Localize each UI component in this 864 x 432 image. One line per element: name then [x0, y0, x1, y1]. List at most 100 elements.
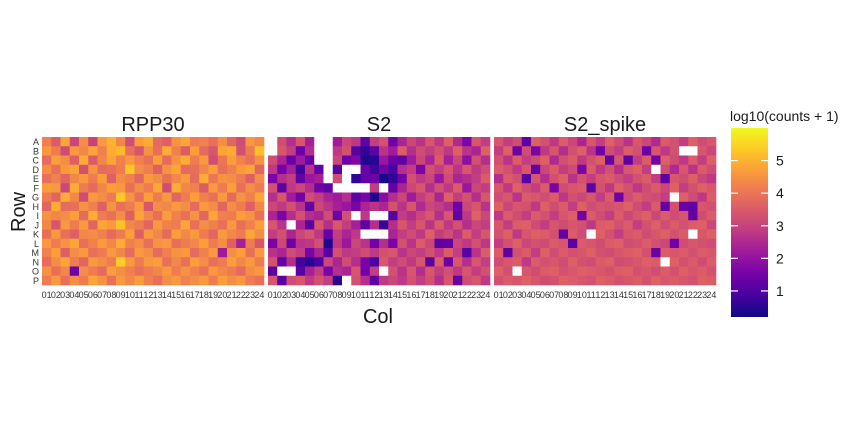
heatmap-cell — [236, 248, 246, 258]
heatmap-cell — [125, 137, 135, 147]
heatmap-cell — [162, 220, 172, 230]
x-tick-label: 07 — [549, 290, 559, 300]
heatmap-cell — [236, 266, 246, 277]
heatmap-cell — [162, 248, 172, 258]
heatmap-cell — [568, 137, 578, 147]
heatmap-cell — [60, 257, 71, 267]
heatmap-cell — [660, 155, 671, 166]
heatmap-cell — [42, 248, 52, 258]
heatmap-cell — [106, 257, 117, 267]
heatmap-cell — [134, 275, 145, 286]
heatmap-cell — [577, 220, 587, 230]
heatmap-cell — [323, 211, 334, 221]
heatmap-cell — [443, 275, 454, 286]
heatmap-cell — [323, 275, 334, 286]
heatmap-cell — [277, 211, 287, 221]
heatmap-cell — [342, 211, 352, 221]
heatmap-cell — [577, 266, 587, 277]
heatmap-cell — [512, 146, 523, 156]
heatmap-cell — [480, 248, 491, 258]
heatmap-cell — [305, 155, 315, 166]
heatmap-cell — [540, 192, 550, 203]
heatmap-cell — [286, 220, 297, 230]
heatmap-cell — [125, 146, 135, 156]
heatmap-cell — [388, 201, 398, 212]
heatmap-cell — [143, 183, 154, 193]
heatmap-cell — [208, 164, 219, 175]
heatmap-cell — [190, 174, 200, 184]
heatmap-cell — [679, 146, 689, 156]
heatmap-cell — [97, 229, 108, 240]
heatmap-cell — [605, 174, 615, 184]
heatmap-cell — [217, 211, 228, 221]
heatmap-cell — [397, 155, 408, 166]
heatmap-cell — [623, 137, 634, 147]
heatmap-cell — [586, 275, 597, 286]
heatmap-cell — [577, 211, 587, 221]
heatmap-cell — [577, 174, 587, 184]
heatmap-cell — [614, 238, 624, 249]
heatmap-cell — [388, 192, 398, 203]
heatmap-cell — [679, 220, 689, 230]
heatmap-cell — [227, 229, 237, 240]
x-tick-label: 17 — [190, 290, 200, 300]
heatmap-cell — [416, 248, 426, 258]
heatmap-cell — [369, 137, 380, 147]
heatmap-cell — [60, 220, 71, 230]
heatmap-cell — [227, 137, 237, 147]
heatmap-cell — [295, 257, 306, 267]
heatmap-cell — [531, 146, 541, 156]
heatmap-cell — [453, 211, 463, 221]
heatmap-cell — [379, 211, 389, 221]
heatmap-cell — [369, 155, 380, 166]
heatmap-cell — [217, 137, 228, 147]
heatmap-cell — [162, 275, 172, 286]
heatmap-cell — [134, 155, 145, 166]
heatmap-cell — [97, 146, 108, 156]
heatmap-cell — [651, 164, 661, 175]
heatmap-cell — [305, 201, 315, 212]
heatmap-cell — [434, 183, 445, 193]
heatmap-cell — [679, 192, 689, 203]
heatmap-cell — [116, 174, 126, 184]
heatmap-cell — [425, 275, 435, 286]
x-axis-title: Col — [363, 306, 393, 328]
heatmap-cell — [268, 137, 278, 147]
heatmap-cell — [379, 146, 389, 156]
heatmap-cell — [706, 220, 717, 230]
x-tick-label: 11 — [586, 290, 595, 300]
heatmap-cell — [199, 275, 209, 286]
heatmap-cell — [406, 146, 417, 156]
heatmap-cell — [208, 257, 219, 267]
heatmap-cell — [697, 248, 708, 258]
heatmap-cell — [568, 229, 578, 240]
heatmap-cell — [314, 164, 324, 175]
heatmap-cell — [277, 220, 287, 230]
heatmap-cell — [512, 174, 523, 184]
heatmap-cell — [632, 174, 643, 184]
heatmap-cell — [462, 201, 472, 212]
heatmap-cell — [595, 174, 606, 184]
x-tick-label: 24 — [480, 290, 490, 300]
heatmap-cell — [614, 164, 624, 175]
heatmap-cell — [586, 266, 597, 277]
heatmap-cell — [540, 248, 550, 258]
heatmap-cell — [443, 238, 454, 249]
heatmap-cell — [688, 192, 698, 203]
heatmap-cell — [632, 266, 643, 277]
heatmap-cell — [623, 146, 634, 156]
heatmap-cell — [558, 229, 569, 240]
heatmap-cell — [471, 266, 482, 277]
heatmap-cell — [595, 257, 606, 267]
heatmap-cell — [379, 266, 389, 277]
heatmap-cell — [277, 174, 287, 184]
heatmap-cell — [323, 155, 334, 166]
heatmap-cell — [660, 266, 671, 277]
heatmap-cell — [134, 201, 145, 212]
heatmap-cell — [531, 238, 541, 249]
heatmap-cell — [254, 201, 265, 212]
color-legend: log10(counts + 1) 1 2 3 4 5 — [730, 108, 839, 317]
heatmap-cell — [651, 248, 661, 258]
heatmap-cell — [332, 248, 343, 258]
heatmap-cell — [190, 183, 200, 193]
